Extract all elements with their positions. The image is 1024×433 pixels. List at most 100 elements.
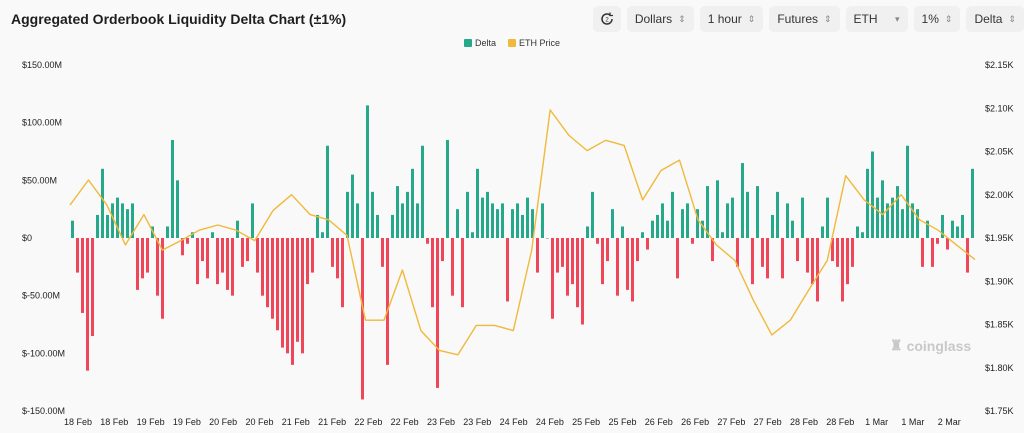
delta-bar (176, 180, 179, 238)
delta-bar (476, 168, 479, 238)
delta-bar (786, 203, 789, 238)
interval-select[interactable]: 1 hour ⇕ (699, 6, 764, 32)
delta-bar (751, 238, 754, 285)
metric-label: Delta (974, 12, 1003, 26)
delta-bar (551, 238, 554, 319)
chevron-updown-icon: ⇕ (678, 13, 686, 24)
legend-label: Delta (474, 38, 496, 48)
delta-bar (651, 220, 654, 238)
legend-swatch (463, 39, 472, 47)
market-label: Futures (777, 12, 818, 26)
x-tick-label: 1 Mar (865, 417, 888, 427)
delta-bar (401, 203, 404, 238)
coin-select[interactable]: ETH ▾ (845, 6, 908, 32)
delta-bar (521, 214, 524, 238)
delta-bar (876, 197, 879, 238)
delta-bar (736, 238, 739, 267)
delta-bar (506, 238, 509, 302)
x-tick-label: 28 Feb (790, 417, 818, 427)
delta-bar (296, 238, 299, 342)
delta-bar (856, 226, 859, 238)
delta-bar (971, 168, 974, 238)
delta-bar (141, 238, 144, 279)
delta-bar (871, 151, 874, 238)
legend-item-delta[interactable]: Delta (463, 38, 496, 48)
delta-bar (826, 197, 829, 238)
x-tick-label: 22 Feb (354, 417, 382, 427)
delta-bar (71, 220, 74, 238)
delta-bar (446, 139, 449, 238)
delta-bar (956, 226, 959, 238)
delta-bar (461, 238, 464, 308)
y-right-tick-label: $1.85K (985, 320, 1014, 330)
delta-bar (466, 191, 469, 238)
delta-bar (471, 232, 474, 238)
delta-bar (81, 238, 84, 313)
delta-bar (416, 203, 419, 238)
y-right-tick-label: $2.05K (985, 147, 1014, 157)
refresh-icon: 2 (601, 12, 613, 25)
y-left-tick-label: $150.00M (22, 60, 62, 70)
delta-bar (391, 214, 394, 238)
delta-bar (206, 238, 209, 279)
y-right-tick-label: $1.75K (985, 406, 1014, 416)
currency-select[interactable]: Dollars ⇕ (626, 6, 694, 32)
x-tick-label: 23 Feb (427, 417, 455, 427)
legend-item-eth-price[interactable]: ETH Price (508, 38, 560, 48)
delta-bar (341, 238, 344, 308)
chevron-updown-icon: ⇕ (944, 13, 953, 24)
delta-bar (111, 203, 114, 238)
delta-bar (911, 203, 914, 238)
x-tick-label: 25 Feb (572, 417, 600, 427)
refresh-button[interactable]: 2 (592, 6, 621, 32)
delta-bar (541, 203, 544, 238)
chevron-updown-icon: ⇕ (1008, 13, 1016, 24)
delta-bar (641, 232, 644, 238)
delta-bar (966, 238, 969, 273)
delta-bar (701, 220, 704, 238)
delta-bar (816, 238, 819, 302)
delta-bar (611, 209, 614, 238)
delta-bar (501, 203, 504, 238)
delta-bar (241, 238, 244, 267)
delta-bar (171, 139, 174, 238)
delta-bar (326, 145, 329, 238)
delta-bar (421, 145, 424, 238)
delta-bar (711, 238, 714, 262)
delta-bar (526, 197, 529, 238)
delta-bar (121, 203, 124, 238)
delta-bar (286, 238, 289, 354)
market-select[interactable]: Futures ⇕ (769, 6, 840, 32)
x-tick-label: 19 Feb (137, 417, 165, 427)
delta-bar (721, 232, 724, 238)
delta-bar (351, 174, 354, 238)
delta-bar (231, 238, 234, 296)
y-left-tick-label: $50.00M (22, 175, 57, 185)
delta-bar (776, 191, 779, 238)
delta-bar (131, 203, 134, 238)
delta-bar (666, 220, 669, 238)
delta-bar (371, 191, 374, 238)
chevron-updown-icon: ⇕ (747, 13, 756, 24)
range-select[interactable]: 1% ⇕ (913, 6, 961, 32)
legend-swatch (508, 39, 516, 47)
y-right-tick-label: $1.95K (985, 233, 1014, 243)
delta-bar (806, 238, 809, 273)
svg-text:2: 2 (605, 18, 609, 24)
delta-bar (656, 214, 659, 238)
delta-bar (251, 203, 254, 238)
delta-bar (921, 238, 924, 267)
delta-bar (336, 238, 339, 279)
delta-bar (901, 209, 904, 238)
delta-bar (861, 232, 864, 238)
delta-bar (726, 203, 729, 238)
delta-bar (181, 238, 184, 256)
metric-select[interactable]: Delta ⇕ (966, 6, 1024, 32)
delta-bar (301, 238, 304, 354)
x-tick-label: 22 Feb (391, 417, 419, 427)
delta-bar (831, 238, 834, 262)
y-left-tick-label: $-150.00M (22, 406, 65, 416)
delta-bar (246, 238, 249, 262)
delta-bar (691, 238, 694, 244)
